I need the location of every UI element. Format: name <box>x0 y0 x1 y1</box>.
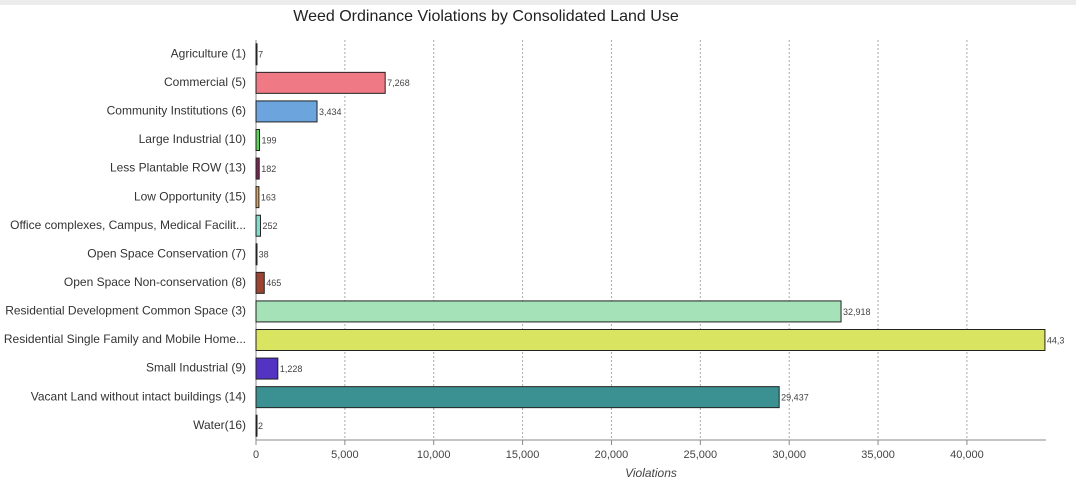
bar <box>255 243 258 266</box>
x-tick-label: 0 <box>253 449 259 461</box>
x-tick-label: 20,000 <box>595 449 629 461</box>
value-label: 38 <box>259 250 269 260</box>
y-tick-label: Water(16) <box>193 418 246 432</box>
bar <box>255 100 318 123</box>
x-tick-label: 35,000 <box>861 449 895 461</box>
bar <box>255 43 258 66</box>
value-label: 29,437 <box>781 393 809 403</box>
value-label: 163 <box>261 193 276 203</box>
x-tick-label: 25,000 <box>683 449 717 461</box>
y-tick-label: Less Plantable ROW (13) <box>110 161 246 175</box>
y-tick-label: Open Space Non-conservation (8) <box>64 275 246 289</box>
bar <box>255 357 279 380</box>
x-tick-label: 40,000 <box>950 449 984 461</box>
y-tick-label: Commercial (5) <box>164 75 246 89</box>
y-tick-label: Low Opportunity (15) <box>134 189 246 203</box>
x-tick-label: 5,000 <box>331 449 359 461</box>
value-label: 2 <box>258 421 263 431</box>
x-tick-label: 10,000 <box>417 449 451 461</box>
bar <box>255 329 1046 351</box>
value-label: 32,918 <box>843 307 871 317</box>
chart-title: Weed Ordinance Violations by Consolidate… <box>293 8 679 25</box>
value-label: 252 <box>262 221 277 231</box>
value-label: 7 <box>258 50 263 60</box>
y-tick-label: Residential Development Common Space (3) <box>5 304 246 318</box>
bar <box>255 186 260 209</box>
bar <box>255 271 265 294</box>
bar <box>255 300 842 323</box>
x-tick-label: 15,000 <box>506 449 540 461</box>
y-tick-label: Small Industrial (9) <box>146 361 246 375</box>
bar <box>255 386 780 409</box>
value-label: 182 <box>261 164 276 174</box>
value-label: 3,434 <box>319 107 342 117</box>
y-tick-label: Open Space Conservation (7) <box>87 246 246 260</box>
bar <box>255 414 258 437</box>
value-label: 1,228 <box>280 364 303 374</box>
y-tick-label: Office complexes, Campus, Medical Facili… <box>10 218 246 232</box>
x-axis-label: Violations <box>625 466 677 480</box>
bar <box>255 157 260 180</box>
y-tick-label: Large Industrial (10) <box>139 132 246 146</box>
value-label: 44,3 <box>1047 335 1065 345</box>
x-tick-label: 30,000 <box>772 449 806 461</box>
bar <box>255 71 386 94</box>
value-label: 465 <box>266 278 281 288</box>
value-label: 7,268 <box>387 78 410 88</box>
y-tick-label: Agriculture (1) <box>171 46 246 60</box>
y-tick-label: Community Institutions (6) <box>107 104 246 118</box>
bar <box>255 129 261 151</box>
value-label: 199 <box>262 135 277 145</box>
top-band <box>0 0 1076 5</box>
bar <box>255 214 261 237</box>
y-tick-label: Residential Single Family and Mobile Hom… <box>4 332 246 346</box>
y-tick-label: Vacant Land without intact buildings (14… <box>31 389 246 403</box>
